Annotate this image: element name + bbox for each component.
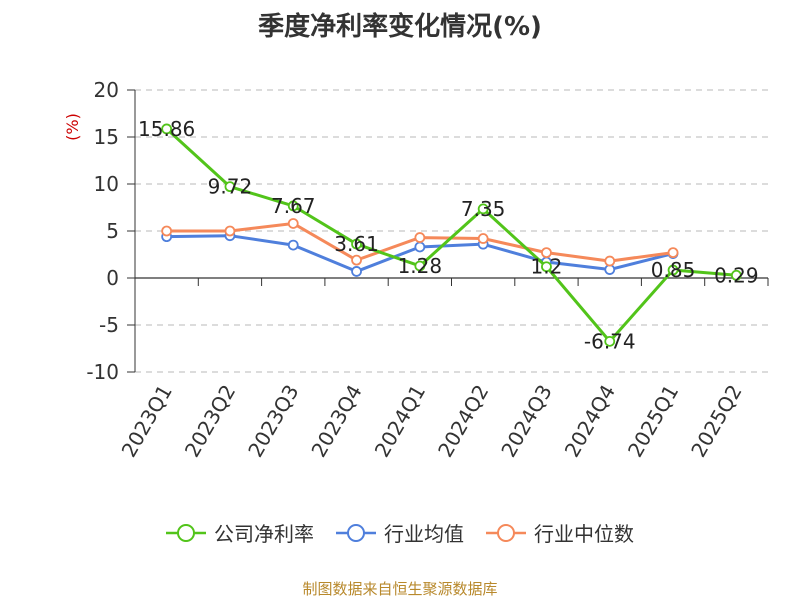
data-point [414,232,426,243]
data-label: 0.29 [714,263,759,287]
data-label: 7.67 [271,194,316,218]
data-label: 15.86 [138,117,195,141]
data-point [730,269,742,281]
data-point [414,241,426,253]
data-point [224,225,236,237]
x-tick-label: 2024Q2 [433,381,493,462]
data-label: -6.74 [584,329,636,353]
data-label: 0.85 [651,258,696,282]
data-point [287,218,299,229]
data-label: 7.35 [461,197,506,221]
legend-swatch-marker [497,523,515,542]
chart-title: 季度净利率变化情况(%) [258,12,542,42]
legend-swatch [486,523,526,542]
data-point [161,123,173,135]
x-tick-label: 2023Q4 [306,381,366,462]
legend-swatch-marker [347,523,365,542]
data-point [667,247,679,259]
data-point [541,247,552,259]
data-point [667,264,679,276]
legend-item[interactable]: 公司净利率 [166,518,314,547]
x-tick-label: 2025Q2 [686,381,746,462]
data-point [414,260,426,272]
legend-item[interactable]: 行业均值 [336,518,464,547]
series-line-0 [165,127,737,343]
legend-label: 行业均值 [384,522,464,546]
legend-label: 行业中位数 [534,522,634,546]
data-point [604,255,616,267]
data-point [351,254,362,266]
data-source-note: 制图数据来自恒生聚源数据库 [302,580,498,598]
x-tick-label: 2024Q4 [560,381,620,462]
y-tick-label: 5 [106,219,119,243]
y-tick-label: 20 [94,78,119,102]
data-point [541,261,552,273]
x-tick-label: 2023Q3 [243,381,303,462]
legend-swatch [166,523,206,542]
data-point [477,203,489,215]
y-tick-label: -10 [86,360,119,384]
data-label: 9.72 [208,175,253,199]
data-point [351,266,362,277]
data-label: 1.2 [531,255,563,279]
legend-item[interactable]: 行业中位数 [486,518,634,547]
data-point [477,233,489,244]
data-label: 3.61 [334,232,379,256]
data-point [224,181,236,193]
data-point [161,225,173,237]
plot-area: 20 15 10 5 0 -5 -10 (%) 2023Q1 2023Q2 2023Q3 2023Q4… [63,78,769,462]
x-tick-label: 2024Q3 [496,381,556,462]
legend-label: 公司净利率 [214,522,314,546]
y-axis-unit-label: (%) [63,113,82,141]
x-tick-label: 2024Q1 [370,381,430,462]
x-tick-label: 2023Q2 [180,381,240,462]
y-tick-label: 0 [106,266,119,290]
x-tick-label: 2023Q1 [117,381,177,462]
y-tick-label: 15 [94,125,119,149]
y-tick-label: 10 [94,172,119,196]
data-point [287,239,299,251]
x-tick-label: 2025Q1 [623,381,683,462]
data-point [287,200,299,212]
legend: 公司净利率 行业均值 行业中位数 [0,518,800,547]
legend-swatch-marker [177,523,195,542]
data-point [604,335,616,347]
data-point [351,238,362,250]
y-tick-label: -5 [99,313,119,337]
data-label: 1.28 [398,254,443,278]
legend-swatch [336,523,376,542]
